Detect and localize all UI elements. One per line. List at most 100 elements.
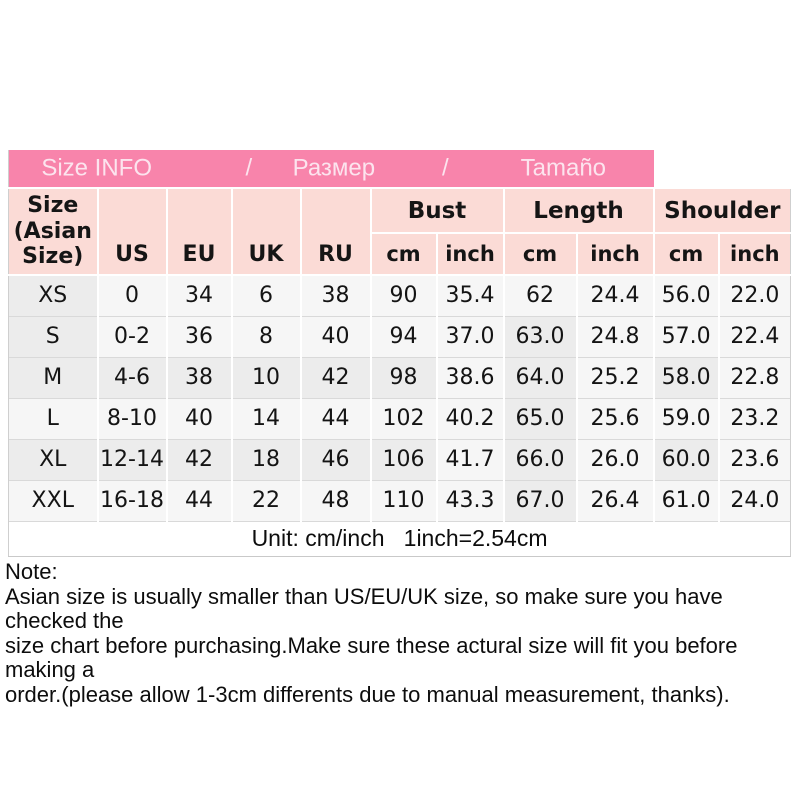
table-row: S 0-2 36 8 40 94 37.0 63.0 24.8 57.0 22.4 bbox=[8, 315, 792, 357]
value-cell: 44 bbox=[299, 397, 372, 439]
value-cell: 23.2 bbox=[717, 397, 792, 439]
value-cell: 57.0 bbox=[652, 315, 720, 357]
value-cell: 44 bbox=[165, 479, 233, 521]
size-table-wrap: Size INFO / Размер / Tamaño Size (Asian … bbox=[7, 150, 792, 557]
value-cell: 61.0 bbox=[652, 479, 720, 521]
value-cell: 8-10 bbox=[96, 397, 168, 439]
value-cell: 4-6 bbox=[96, 356, 168, 398]
table-row: XL 12-14 42 18 46 106 41.7 66.0 26.0 60.0 23.6 bbox=[8, 438, 792, 480]
value-cell: 41.7 bbox=[435, 438, 505, 480]
value-cell: 56.0 bbox=[652, 274, 720, 316]
title-tamano: Tamaño bbox=[520, 153, 607, 181]
value-cell: 38 bbox=[165, 356, 233, 398]
title-band-spacer bbox=[653, 150, 791, 188]
size-table: Size INFO / Размер / Tamaño Size (Asian … bbox=[7, 150, 792, 557]
value-cell: 16-18 bbox=[96, 479, 168, 521]
table-row: L 8-10 40 14 44 102 40.2 65.0 25.6 59.0 23.2 bbox=[8, 397, 792, 439]
header-length: Length bbox=[502, 187, 655, 234]
title-band-row: Size INFO / Размер / Tamaño bbox=[7, 150, 791, 188]
value-cell: 38.6 bbox=[435, 356, 505, 398]
value-cell: 40 bbox=[165, 397, 233, 439]
header-group-row: Size (Asian Size) US EU UK RU Bust Lengt… bbox=[8, 187, 792, 276]
value-cell: 66.0 bbox=[502, 438, 578, 480]
value-cell: 110 bbox=[369, 479, 438, 521]
value-cell: 22 bbox=[230, 479, 302, 521]
value-cell: 40 bbox=[299, 315, 372, 357]
value-cell: 0-2 bbox=[96, 315, 168, 357]
value-cell: 40.2 bbox=[435, 397, 505, 439]
header-us: US bbox=[96, 187, 168, 276]
table-row: XS 0 34 6 38 90 35.4 62 24.4 56.0 22.0 bbox=[8, 274, 792, 316]
value-cell: 34 bbox=[165, 274, 233, 316]
value-cell: 65.0 bbox=[502, 397, 578, 439]
size-cell: L bbox=[8, 397, 99, 439]
header-bust-cm: cm bbox=[369, 232, 438, 276]
header-shoulder-cm: cm bbox=[652, 232, 720, 276]
value-cell: 106 bbox=[369, 438, 438, 480]
title-slash-1: / bbox=[245, 153, 253, 181]
value-cell: 8 bbox=[230, 315, 302, 357]
note-section: Note: Asian size is usually smaller than… bbox=[5, 559, 795, 708]
unit-footer-row: Unit: cm/inch 1inch=2.54cm bbox=[7, 520, 792, 557]
value-cell: 22.0 bbox=[717, 274, 792, 316]
value-cell: 35.4 bbox=[435, 274, 505, 316]
value-cell: 58.0 bbox=[652, 356, 720, 398]
header-uk: UK bbox=[230, 187, 302, 276]
value-cell: 10 bbox=[230, 356, 302, 398]
value-cell: 94 bbox=[369, 315, 438, 357]
note-title: Note: bbox=[5, 559, 58, 584]
value-cell: 22.4 bbox=[717, 315, 792, 357]
value-cell: 60.0 bbox=[652, 438, 720, 480]
header-eu: EU bbox=[165, 187, 233, 276]
size-cell: XL bbox=[8, 438, 99, 480]
title-band: Size INFO / Размер / Tamaño bbox=[7, 150, 654, 188]
value-cell: 64.0 bbox=[502, 356, 578, 398]
title-slash-2: / bbox=[442, 153, 449, 181]
value-cell: 24.8 bbox=[575, 315, 655, 357]
value-cell: 67.0 bbox=[502, 479, 578, 521]
value-cell: 46 bbox=[299, 438, 372, 480]
value-cell: 23.6 bbox=[717, 438, 792, 480]
value-cell: 98 bbox=[369, 356, 438, 398]
header-units-row: cm inch cm inch cm inch bbox=[9, 232, 792, 276]
value-cell: 42 bbox=[165, 438, 233, 480]
size-cell: XS bbox=[8, 274, 99, 316]
header-ru: RU bbox=[299, 187, 372, 276]
header-shoulder: Shoulder bbox=[652, 187, 792, 234]
value-cell: 37.0 bbox=[435, 315, 505, 357]
title-razmer: Размер bbox=[292, 153, 376, 181]
value-cell: 24.4 bbox=[575, 274, 655, 316]
value-cell: 26.4 bbox=[575, 479, 655, 521]
table-row: XXL 16-18 44 22 48 110 43.3 67.0 26.4 61.0 24.0 bbox=[8, 479, 792, 521]
value-cell: 42 bbox=[299, 356, 372, 398]
table-row: M 4-6 38 10 42 98 38.6 64.0 25.2 58.0 22.8 bbox=[8, 356, 792, 398]
header-length-inch: inch bbox=[575, 232, 655, 276]
value-cell: 102 bbox=[369, 397, 438, 439]
value-cell: 63.0 bbox=[502, 315, 578, 357]
value-cell: 62 bbox=[502, 274, 578, 316]
value-cell: 59.0 bbox=[652, 397, 720, 439]
value-cell: 43.3 bbox=[435, 479, 505, 521]
value-cell: 25.2 bbox=[575, 356, 655, 398]
value-cell: 48 bbox=[299, 479, 372, 521]
value-cell: 26.0 bbox=[575, 438, 655, 480]
header-bust: Bust bbox=[369, 187, 505, 234]
header-shoulder-inch: inch bbox=[717, 232, 792, 276]
value-cell: 90 bbox=[369, 274, 438, 316]
value-cell: 12-14 bbox=[96, 438, 168, 480]
size-cell: XXL bbox=[8, 479, 99, 521]
value-cell: 36 bbox=[165, 315, 233, 357]
header-bust-inch: inch bbox=[435, 232, 505, 276]
header-size-asian: Size (Asian Size) bbox=[8, 187, 99, 276]
value-cell: 14 bbox=[230, 397, 302, 439]
value-cell: 25.6 bbox=[575, 397, 655, 439]
value-cell: 38 bbox=[299, 274, 372, 316]
title-size-info: Size INFO bbox=[41, 153, 152, 181]
value-cell: 0 bbox=[96, 274, 168, 316]
note-body: Asian size is usually smaller than US/EU… bbox=[5, 583, 738, 707]
value-cell: 22.8 bbox=[717, 356, 792, 398]
header-length-cm: cm bbox=[502, 232, 578, 276]
value-cell: 24.0 bbox=[717, 479, 792, 521]
value-cell: 6 bbox=[230, 274, 302, 316]
